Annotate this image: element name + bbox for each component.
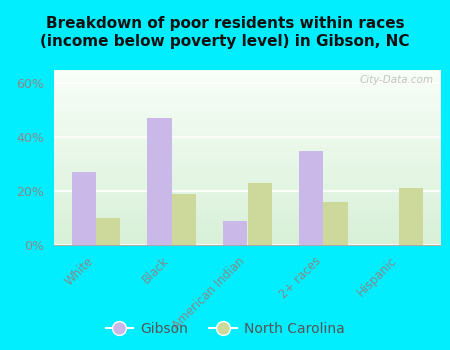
Bar bbox=[172, 194, 196, 245]
Bar bbox=[299, 151, 323, 245]
Bar bbox=[148, 118, 172, 245]
Bar bbox=[399, 188, 423, 245]
Bar bbox=[248, 183, 272, 245]
Text: Breakdown of poor residents within races
(income below poverty level) in Gibson,: Breakdown of poor residents within races… bbox=[40, 16, 410, 49]
Bar bbox=[223, 221, 248, 245]
Bar bbox=[323, 202, 347, 245]
Text: City-Data.com: City-Data.com bbox=[359, 75, 433, 85]
Legend: Gibson, North Carolina: Gibson, North Carolina bbox=[100, 316, 350, 341]
Bar bbox=[96, 218, 120, 245]
Bar bbox=[72, 172, 96, 245]
